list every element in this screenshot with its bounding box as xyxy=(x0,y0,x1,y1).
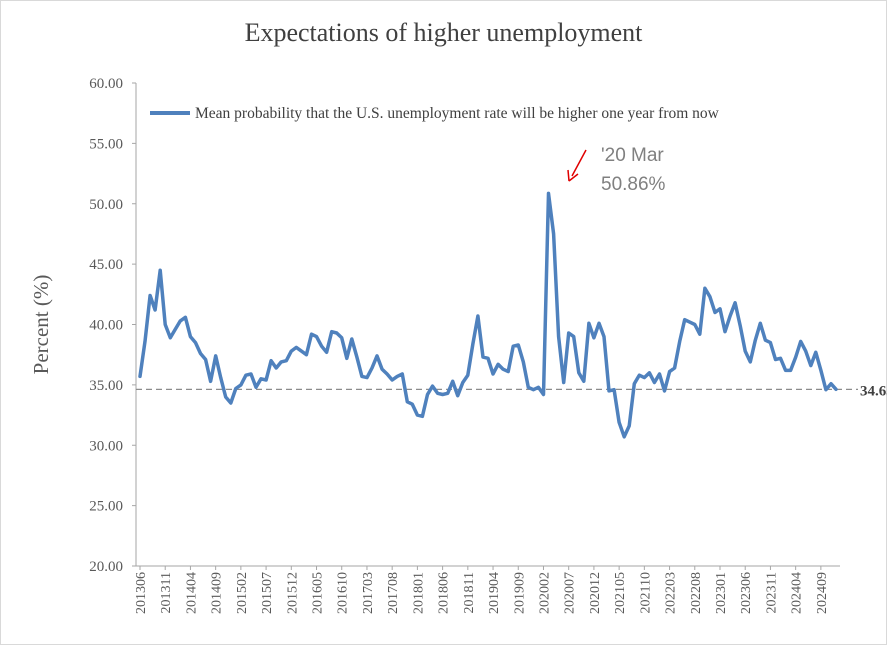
x-tick-label: 201904 xyxy=(487,572,502,614)
y-tick-label: 60.00 xyxy=(89,76,123,92)
y-tick-label: 45.00 xyxy=(89,257,123,273)
x-tick-label: 201806 xyxy=(437,572,452,614)
x-tick-label: 202007 xyxy=(563,572,578,614)
legend: Mean probability that the U.S. unemploym… xyxy=(150,105,720,122)
y-tick-label: 50.00 xyxy=(89,197,123,213)
x-tick-label: 201404 xyxy=(184,572,199,614)
x-tick-label: 202311 xyxy=(764,572,779,613)
x-axis: 201306 201311 201404 201409 201502 201507 2015… xyxy=(134,565,840,614)
x-tick-label: 201708 xyxy=(386,572,401,614)
y-tick-label: 35.00 xyxy=(89,378,123,394)
x-tick-label: 201512 xyxy=(285,572,300,614)
x-tick-label: 201605 xyxy=(311,572,326,614)
x-tick-label: 202105 xyxy=(613,572,628,614)
x-tick-label: 201502 xyxy=(235,572,250,614)
x-tick-label: 201909 xyxy=(512,572,527,614)
y-axis-label: Percent (%) xyxy=(29,275,53,375)
series-line xyxy=(138,191,838,439)
y-axis: 20.00 25.00 30.00 35.00 40.00 45.00 50.00 55.00… xyxy=(89,76,137,575)
y-tick-label: 30.00 xyxy=(89,438,123,454)
x-tick-label: 201311 xyxy=(159,572,174,613)
x-tick-label: 201811 xyxy=(462,572,477,613)
annotation-arrow-head xyxy=(567,169,579,182)
x-tick-label: 201610 xyxy=(336,572,351,614)
y-tick-label: 55.00 xyxy=(89,136,123,152)
annotation-date: '20 Mar xyxy=(601,145,664,166)
y-tick-label: 20.00 xyxy=(89,559,123,575)
chart-title: Expectations of higher unemployment xyxy=(244,18,643,47)
x-tick-label: 201703 xyxy=(361,572,376,614)
x-tick-label: 202404 xyxy=(790,572,805,614)
x-tick-label: 201801 xyxy=(411,572,426,614)
legend-label: Mean probability that the U.S. unemploym… xyxy=(195,105,720,122)
annotation-arrow xyxy=(571,149,587,177)
x-tick-label: 202306 xyxy=(739,572,754,614)
x-tick-label: 202002 xyxy=(537,572,552,614)
series-points xyxy=(139,192,837,438)
y-tick-label: 40.00 xyxy=(89,318,123,334)
x-tick-label: 201409 xyxy=(210,572,225,614)
x-tick-label: 202208 xyxy=(689,572,704,614)
x-tick-label: 201306 xyxy=(134,572,149,614)
y-tick-label: 25.00 xyxy=(89,499,123,515)
x-tick-label: 202203 xyxy=(664,572,679,614)
reference-value-label: 34.63 xyxy=(860,383,887,399)
annotation-peak: '20 Mar 50.86% xyxy=(567,145,666,195)
x-tick-label: 202301 xyxy=(714,572,729,614)
annotation-value: 50.86% xyxy=(601,174,666,195)
x-tick-label: 202409 xyxy=(815,572,830,614)
x-tick-label: 202110 xyxy=(638,572,653,613)
x-tick-label: 202012 xyxy=(588,572,603,614)
x-tick-label: 201507 xyxy=(260,572,275,614)
